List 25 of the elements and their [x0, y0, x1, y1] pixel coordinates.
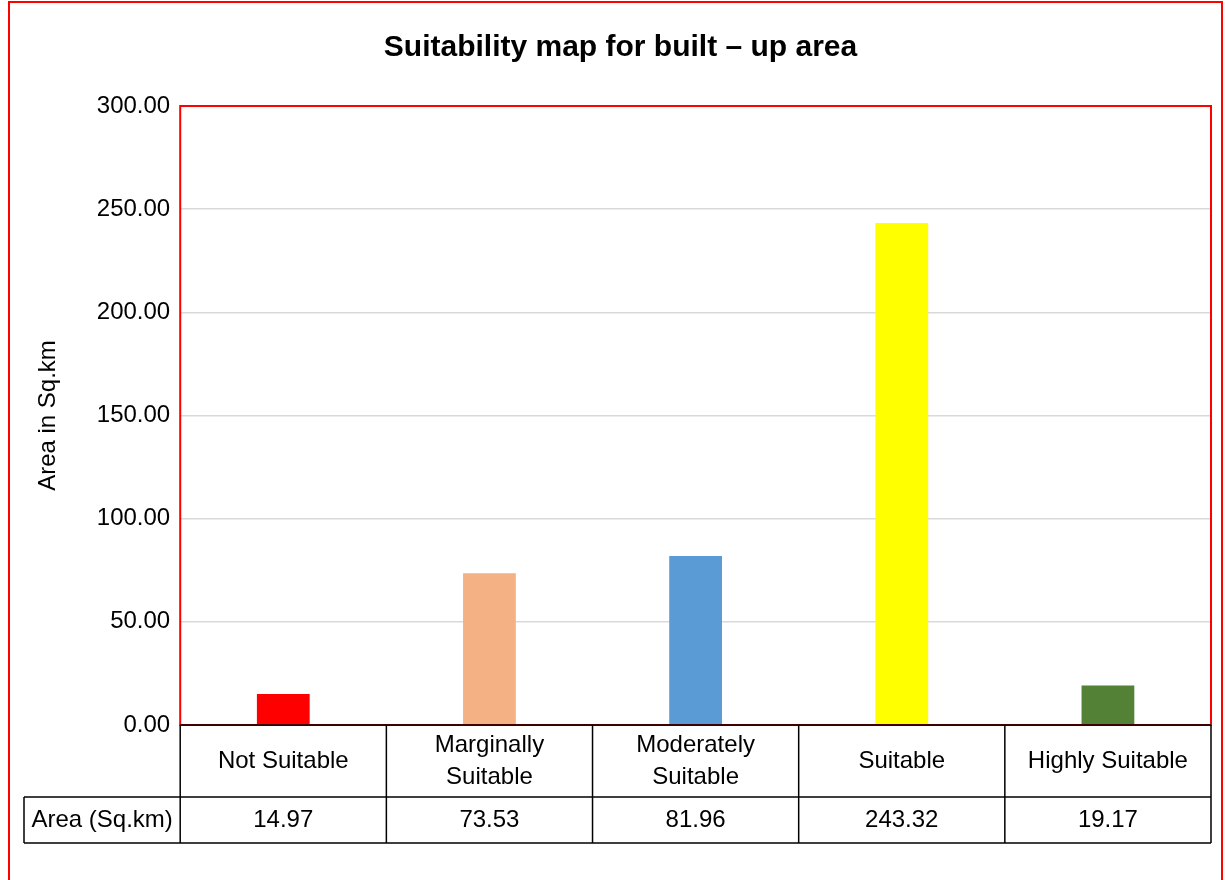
data-label: 14.97 — [253, 804, 314, 832]
y-tick-label: 100.00 — [96, 503, 171, 531]
data-label: 81.96 — [665, 804, 726, 832]
x-tick-label: Suitable — [858, 745, 946, 773]
y-tick-label: 150.00 — [96, 400, 171, 428]
y-tick-label: 0.00 — [123, 709, 171, 737]
y-tick-label: 50.00 — [110, 606, 171, 634]
y-axis-title: Area in Sq.km — [33, 340, 61, 491]
y-tick-label: 200.00 — [96, 296, 171, 324]
bar — [875, 222, 929, 725]
bar — [669, 555, 722, 725]
y-tick-label: 300.00 — [96, 90, 171, 118]
x-tick-label: Marginally Suitable — [434, 729, 545, 789]
text: Area (Sq.km) — [31, 804, 173, 832]
x-tick-label: Not Suitable — [217, 745, 349, 773]
chart-title: Suitability map for built – up area — [383, 29, 858, 63]
bar — [1081, 685, 1135, 725]
x-tick-label: Moderately Suitable — [636, 729, 755, 789]
bar — [463, 573, 516, 725]
y-tick-label: 250.00 — [96, 193, 171, 221]
data-label: 73.53 — [459, 804, 520, 832]
data-label: 19.17 — [1077, 804, 1138, 832]
bar — [256, 694, 310, 725]
data-label: 243.32 — [865, 804, 939, 832]
x-tick-label: Highly Suitable — [1027, 745, 1188, 773]
